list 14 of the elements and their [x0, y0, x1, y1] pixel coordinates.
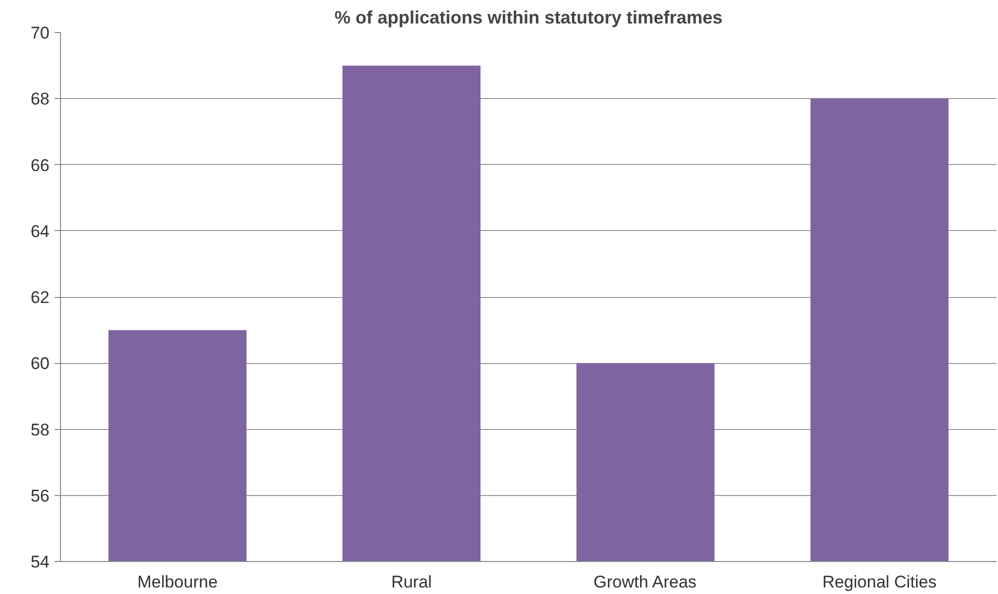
y-tick-label: 58	[30, 420, 50, 440]
y-tick-label: 68	[30, 90, 50, 109]
y-tick-label: 54	[30, 552, 50, 572]
chart-title: % of applications within statutory timeframes	[334, 8, 723, 28]
y-tick-label: 56	[30, 486, 50, 506]
y-tick-label: 66	[30, 156, 50, 175]
y-tick-label: 70	[30, 24, 50, 42]
x-tick-label: Growth Areas	[594, 572, 697, 592]
y-tick-label: 60	[30, 354, 50, 374]
x-tick-label: Rural	[391, 572, 432, 592]
y-tick-label: 64	[30, 222, 50, 241]
x-tick-label: Melbourne	[137, 572, 218, 592]
x-tick-label: Regional Cities	[822, 572, 937, 592]
y-tick-label: 62	[30, 288, 50, 307]
